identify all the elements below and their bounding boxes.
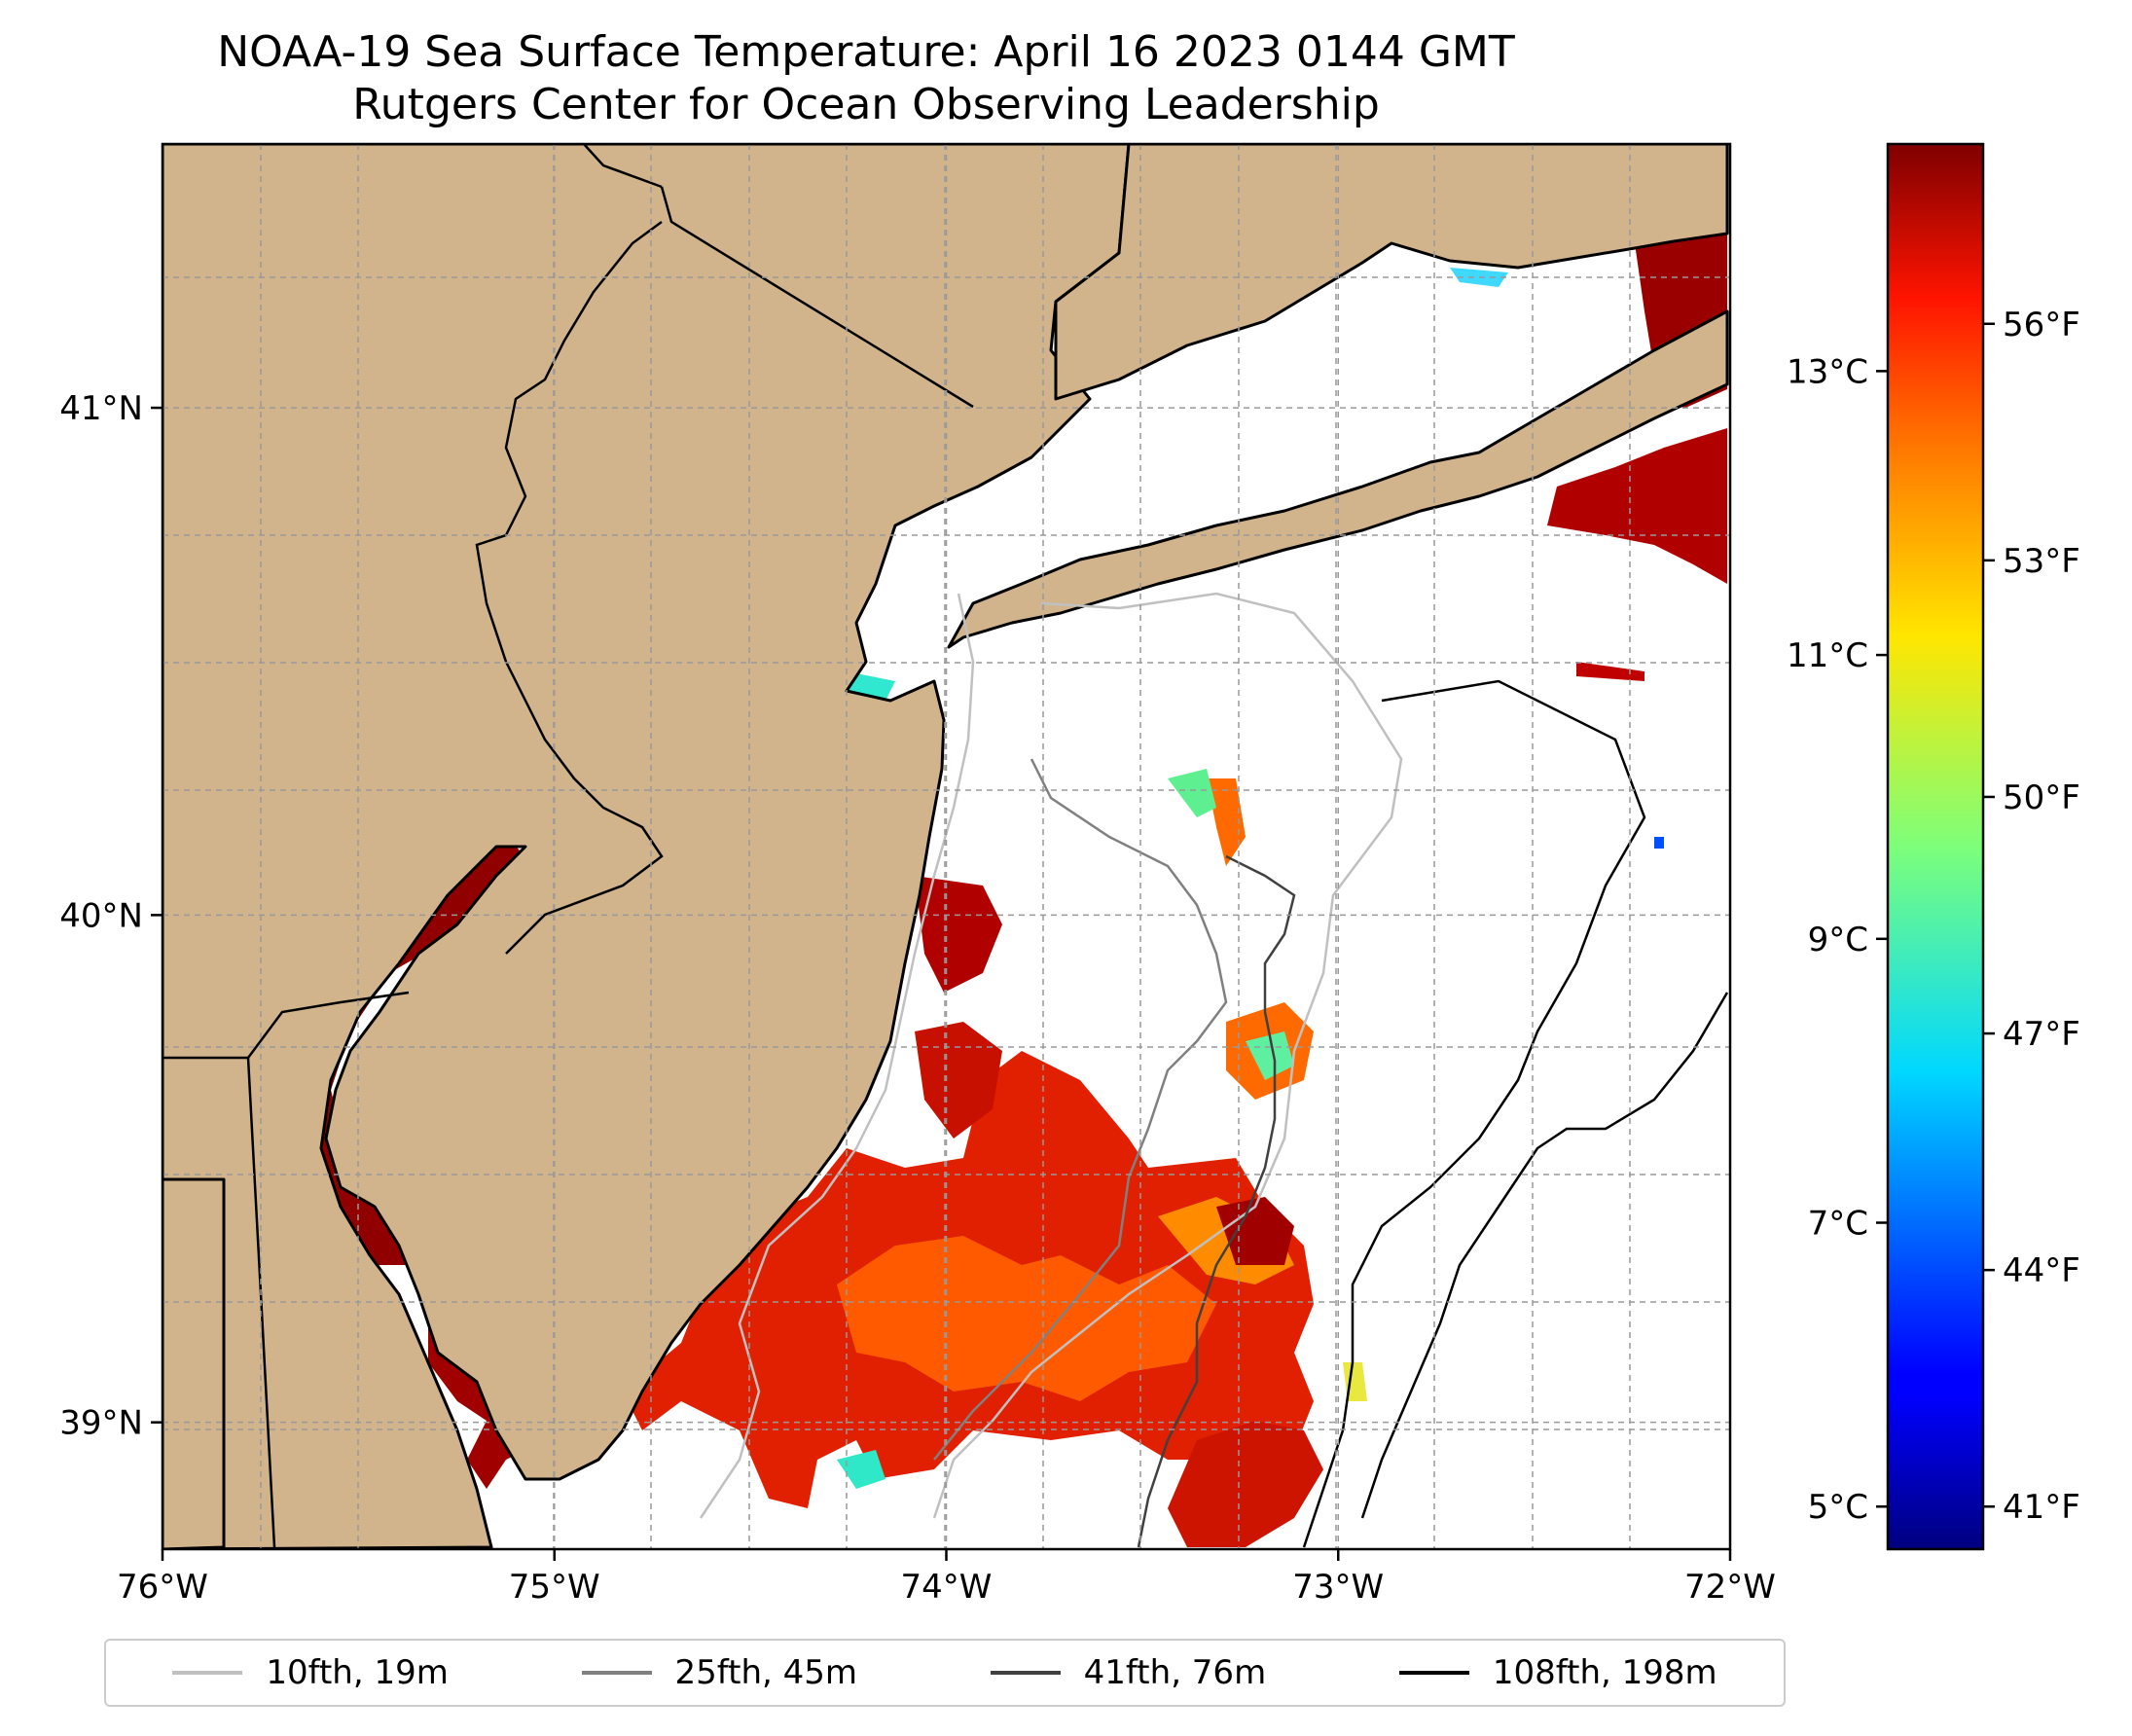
sst-field [165, 234, 1727, 1547]
cbar-f-label: 44°F [2003, 1251, 2080, 1290]
cbar-c-label: 7°C [1808, 1205, 1868, 1244]
major-gridlines [163, 144, 1730, 1549]
colorbar-ticks: 5°C 7°C 9°C 11°C 13°C 41°F 44°F 47°F 50°F 53°F 56°… [1787, 306, 2080, 1527]
cbar-f-label: 56°F [2003, 306, 2080, 344]
axis-ticks: 76°W 75°W 74°W 73°W 72°W 41°N 40°N 39°N [59, 389, 1776, 1607]
x-tick-label: 75°W [509, 1568, 600, 1607]
legend-label: 25fth, 45m [674, 1653, 858, 1692]
map-subtitle: Rutgers Center for Ocean Observing Leade… [352, 80, 1380, 129]
cbar-c-label: 13°C [1787, 352, 1868, 391]
y-tick-label: 39°N [59, 1404, 143, 1443]
y-tick-label: 40°N [59, 896, 143, 935]
cbar-f-label: 53°F [2003, 542, 2080, 581]
cbar-f-label: 47°F [2003, 1015, 2080, 1054]
x-tick-label: 72°W [1684, 1568, 1776, 1607]
cbar-c-label: 9°C [1808, 921, 1868, 959]
land [163, 144, 1729, 1549]
y-tick-label: 41°N [59, 389, 143, 428]
legend: 10fth, 19m 25fth, 45m 41fth, 76m 108fth,… [104, 1639, 1786, 1707]
colorbar [1886, 142, 1985, 1551]
legend-label: 41fth, 76m [1083, 1653, 1267, 1692]
map-title: NOAA-19 Sea Surface Temperature: April 1… [217, 27, 1515, 77]
state-boundaries [163, 144, 974, 1548]
legend-label: 108fth, 198m [1492, 1653, 1717, 1692]
cbar-c-label: 11°C [1787, 636, 1868, 675]
legend-item-25fth: 25fth, 45m [581, 1653, 858, 1692]
x-tick-label: 76°W [117, 1568, 208, 1607]
cbar-c-label: 5°C [1808, 1488, 1868, 1527]
x-tick-label: 73°W [1292, 1568, 1384, 1607]
legend-swatch [1398, 1671, 1469, 1675]
legend-swatch [172, 1671, 243, 1675]
legend-swatch [990, 1671, 1061, 1675]
cbar-f-label: 50°F [2003, 778, 2080, 817]
legend-label: 10fth, 19m [266, 1653, 449, 1692]
legend-item-108fth: 108fth, 198m [1398, 1653, 1717, 1692]
map-area [163, 144, 1730, 1549]
cbar-f-label: 41°F [2003, 1488, 2080, 1527]
x-tick-label: 74°W [901, 1568, 993, 1607]
legend-item-10fth: 10fth, 19m [172, 1653, 449, 1692]
legend-swatch [581, 1671, 652, 1675]
legend-item-41fth: 41fth, 76m [990, 1653, 1267, 1692]
